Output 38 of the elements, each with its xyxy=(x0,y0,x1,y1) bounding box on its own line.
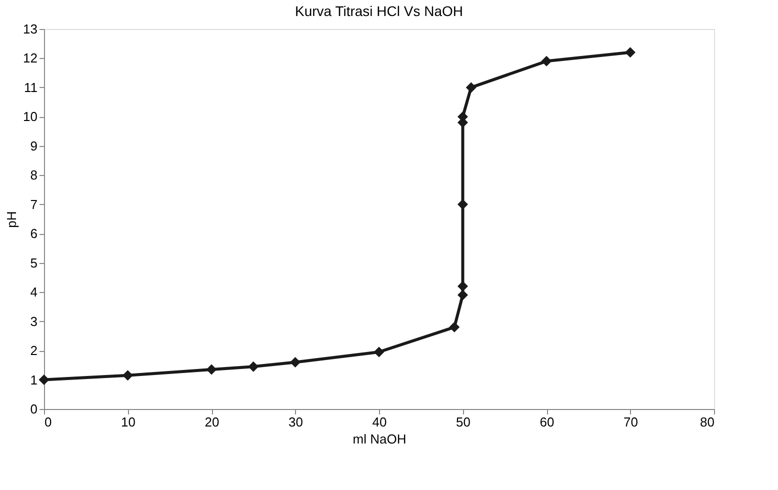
y-tick-label: 11 xyxy=(24,80,38,95)
y-tick-label: 2 xyxy=(30,343,38,358)
y-tick-label: 13 xyxy=(23,22,38,36)
x-axis-title: ml NaOH xyxy=(352,432,406,446)
x-tick-label: 40 xyxy=(372,414,387,430)
y-tick-label: 4 xyxy=(30,284,38,300)
x-tick-label: 0 xyxy=(44,414,52,430)
y-tick-label: 8 xyxy=(30,168,38,183)
point xyxy=(541,56,552,66)
y-tick-label: 1 xyxy=(30,372,38,388)
y-tick-label: 6 xyxy=(30,226,38,242)
point xyxy=(458,280,468,292)
x-tick-label: 20 xyxy=(204,414,220,430)
chart-title: Kurva Titrasi HCl Vs NaOH xyxy=(294,3,464,19)
point xyxy=(458,199,468,210)
x-tick-label: 80 xyxy=(700,414,714,430)
y-tick-label: 7 xyxy=(30,196,38,212)
point xyxy=(625,47,636,58)
y-tick-label: 5 xyxy=(30,255,38,270)
y-tick-label: 9 xyxy=(30,138,38,154)
y-axis-title: pH xyxy=(4,211,20,228)
x-tick-label: 50 xyxy=(456,414,470,430)
point xyxy=(206,364,217,375)
y-tick-label: 0 xyxy=(30,402,38,416)
x-tick-label: 10 xyxy=(121,414,136,430)
point xyxy=(248,361,259,372)
point xyxy=(122,370,133,381)
point xyxy=(466,82,476,93)
x-tick-label: 60 xyxy=(540,414,554,430)
point xyxy=(449,322,460,332)
y-tick-label: 12 xyxy=(23,50,38,66)
y-tick-label: 3 xyxy=(30,314,38,329)
point xyxy=(290,356,300,368)
x-tick-label: 70 xyxy=(624,414,638,430)
x-tick-label: 30 xyxy=(288,414,303,430)
point xyxy=(374,346,384,358)
point xyxy=(38,374,50,386)
y-tick-label: 10 xyxy=(23,109,38,124)
